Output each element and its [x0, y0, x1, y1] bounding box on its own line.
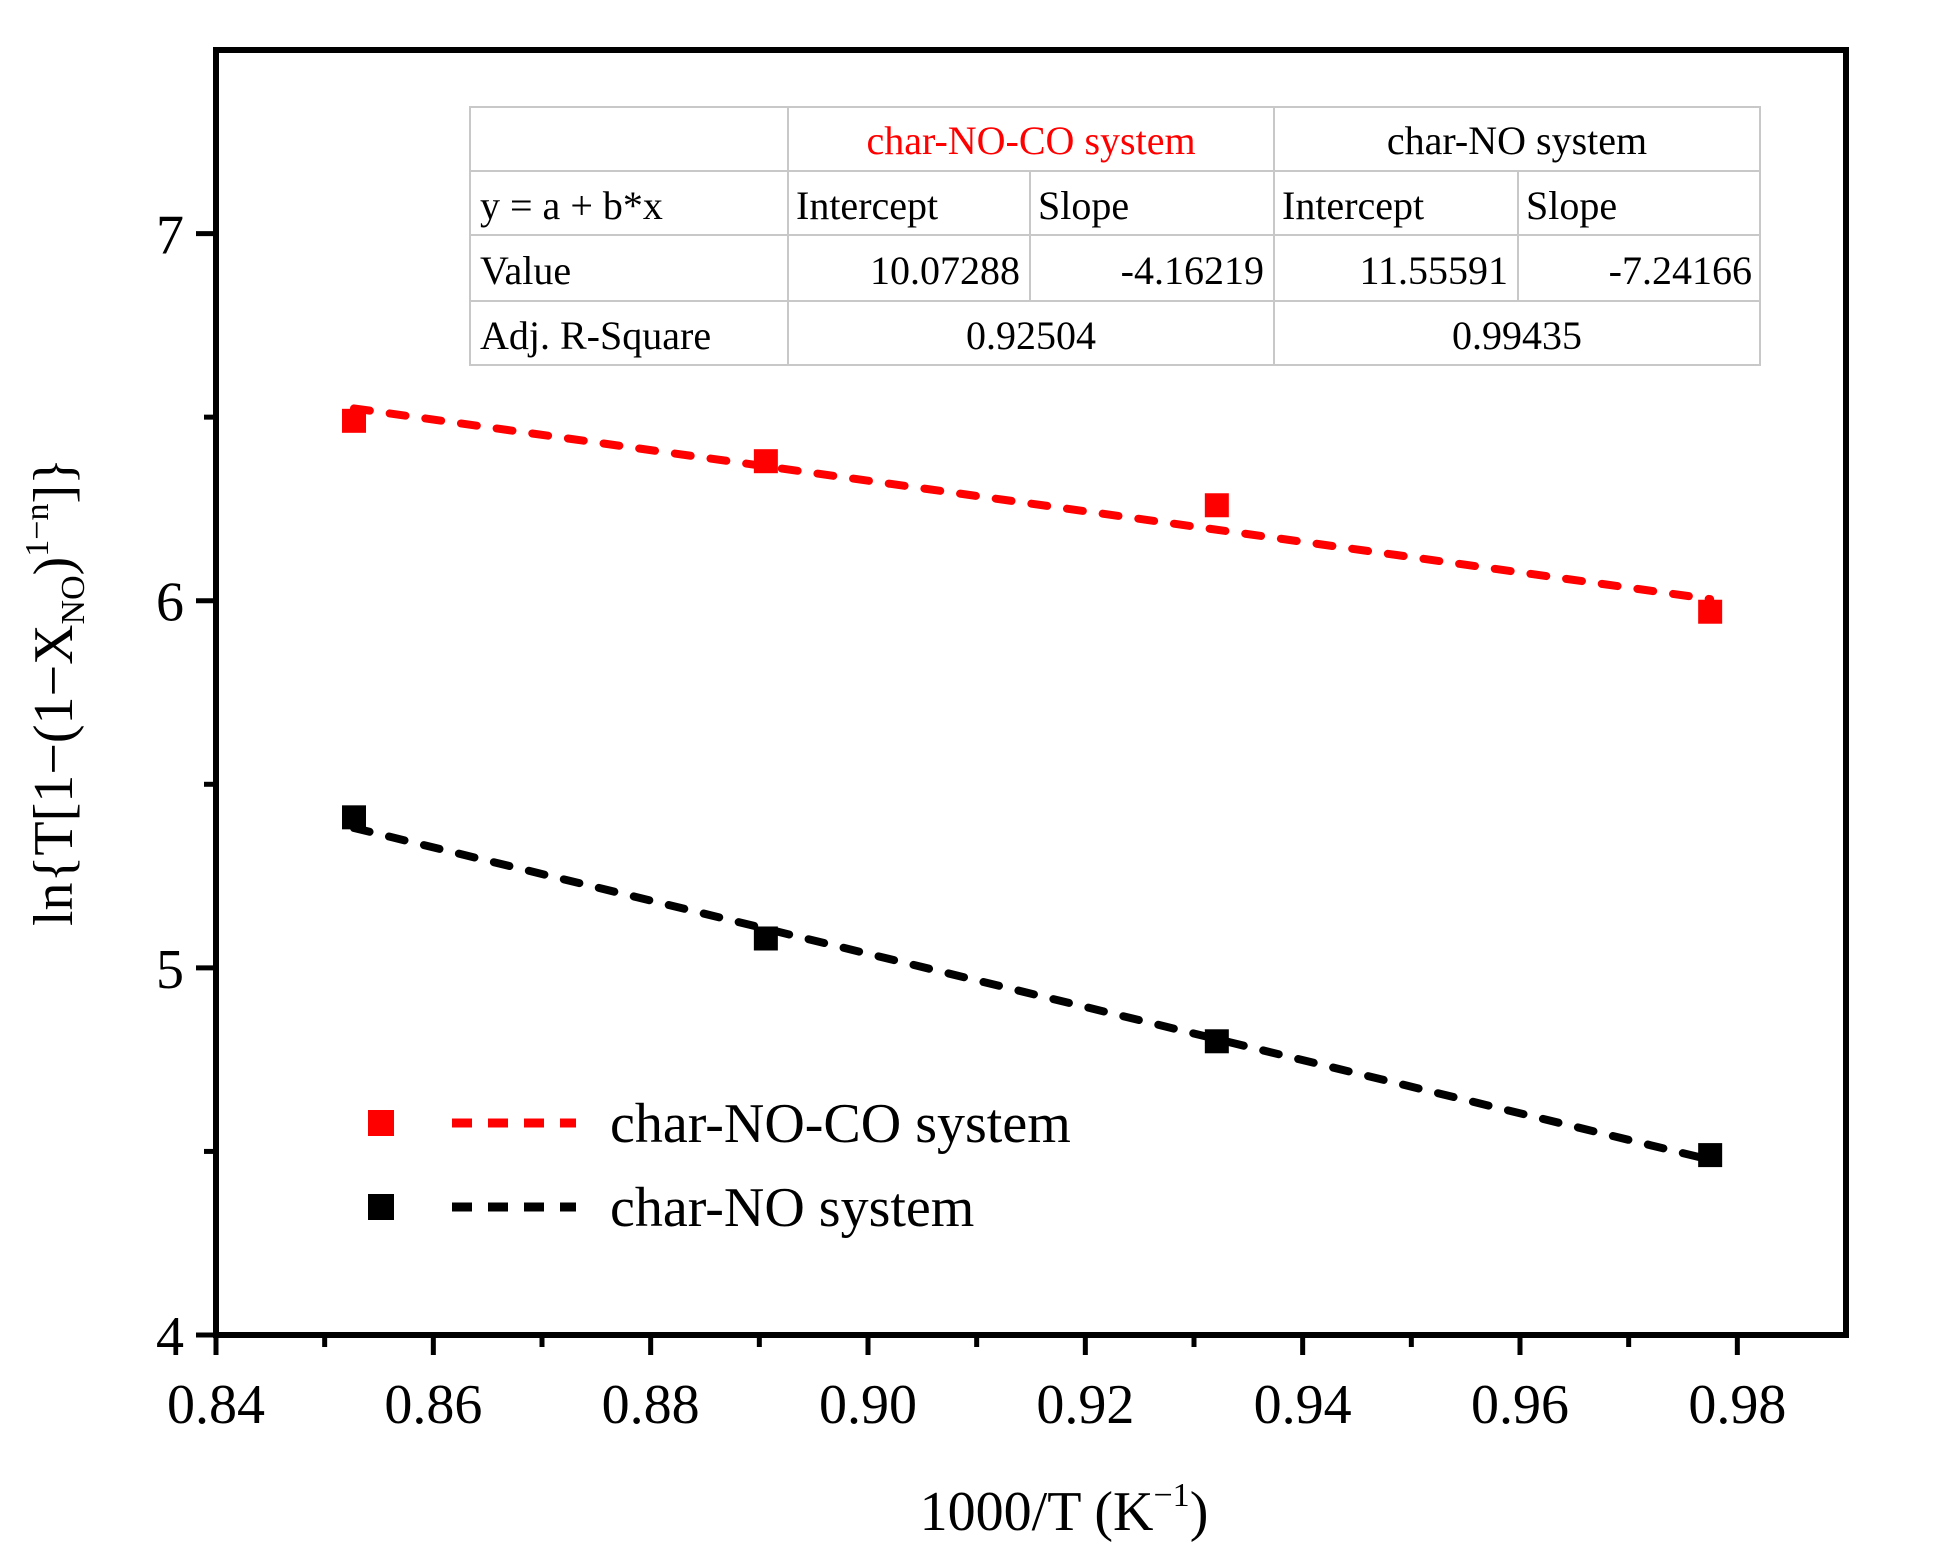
x-tick-label: 0.92 — [1036, 1374, 1134, 1436]
fit-table: char-NO-CO system char-NO system y = a +… — [469, 106, 1761, 366]
x-axis-title-tail: ) — [1190, 1481, 1209, 1543]
fit-table-intercept-label-2: Intercept — [1282, 183, 1424, 228]
fit-table-intercept-value-1: 10.07288 — [870, 248, 1020, 293]
x-tick-label: 0.96 — [1471, 1374, 1569, 1436]
y-tick-label: 7 — [156, 205, 184, 267]
data-point-no — [1698, 1143, 1723, 1168]
x-tick-label: 0.86 — [384, 1374, 482, 1436]
legend-label-noco: char-NO-CO system — [610, 1093, 1071, 1155]
fit-table-slope-value-1: -4.16219 — [1121, 248, 1264, 293]
series-layer — [342, 404, 1723, 1168]
fit-table-header-no: char-NO system — [1387, 118, 1647, 163]
fit-table-equation: y = a + b*x — [480, 183, 663, 228]
data-point-noco — [753, 449, 778, 474]
y-axis-ticks: 4 5 6 7 — [156, 205, 216, 1368]
data-point-noco — [342, 408, 367, 433]
fit-table-r2-value-1: 0.92504 — [966, 313, 1096, 358]
fit-table-slope-label-1: Slope — [1038, 183, 1129, 228]
x-axis-ticks: 0.84 0.86 0.88 0.90 0.92 0.94 0.96 0.98 — [167, 1335, 1786, 1436]
data-point-noco — [1698, 599, 1723, 624]
fit-table-r2-label: Adj. R-Square — [480, 313, 711, 358]
data-point-no — [342, 805, 367, 830]
fit-table-value-label: Value — [480, 248, 571, 293]
fit-table-grid — [469, 106, 1761, 366]
fit-line-no — [350, 823, 1715, 1164]
fit-line-noco — [350, 404, 1715, 604]
fit-table-r2-value-2: 0.99435 — [1452, 313, 1582, 358]
legend-marker-no — [368, 1194, 394, 1220]
y-axis-title-part-1: ln{T[1−(1−X — [23, 624, 85, 926]
plot-frame — [213, 47, 1849, 1338]
data-point-no — [1204, 1029, 1229, 1054]
x-tick-label: 0.88 — [602, 1374, 700, 1436]
fit-table-slope-value-2: -7.24166 — [1609, 248, 1752, 293]
y-tick-label: 6 — [156, 572, 184, 634]
x-axis-title-main: 1000/T (K — [920, 1481, 1154, 1543]
data-point-noco — [1204, 493, 1229, 518]
y-axis-title-sup: 1−n — [19, 504, 56, 557]
y-axis-title: ln{T[1−(1−XNO)1−n]} — [19, 458, 92, 926]
x-axis-title-sup: −1 — [1154, 1477, 1190, 1514]
data-point-no — [753, 926, 778, 951]
y-axis-title-sub: NO — [55, 575, 92, 624]
fit-table-header-noco: char-NO-CO system — [866, 118, 1195, 163]
x-tick-label: 0.94 — [1254, 1374, 1352, 1436]
x-tick-label: 0.84 — [167, 1374, 265, 1436]
legend-label-no: char-NO system — [610, 1177, 974, 1239]
x-axis-title: 1000/T (K−1) — [920, 1477, 1209, 1543]
legend: char-NO-CO system char-NO system — [368, 1093, 1071, 1239]
legend-marker-noco — [368, 1110, 394, 1136]
y-axis-title-part-2: ) — [23, 557, 85, 576]
x-tick-label: 0.98 — [1688, 1374, 1786, 1436]
y-tick-label: 4 — [156, 1306, 184, 1368]
y-axis-title-part-3: ]} — [23, 458, 85, 504]
fit-table-intercept-value-2: 11.55591 — [1359, 248, 1508, 293]
y-tick-label: 5 — [156, 939, 184, 1001]
fit-table-intercept-label-1: Intercept — [796, 183, 938, 228]
fit-table-slope-label-2: Slope — [1526, 183, 1617, 228]
x-tick-label: 0.90 — [819, 1374, 917, 1436]
